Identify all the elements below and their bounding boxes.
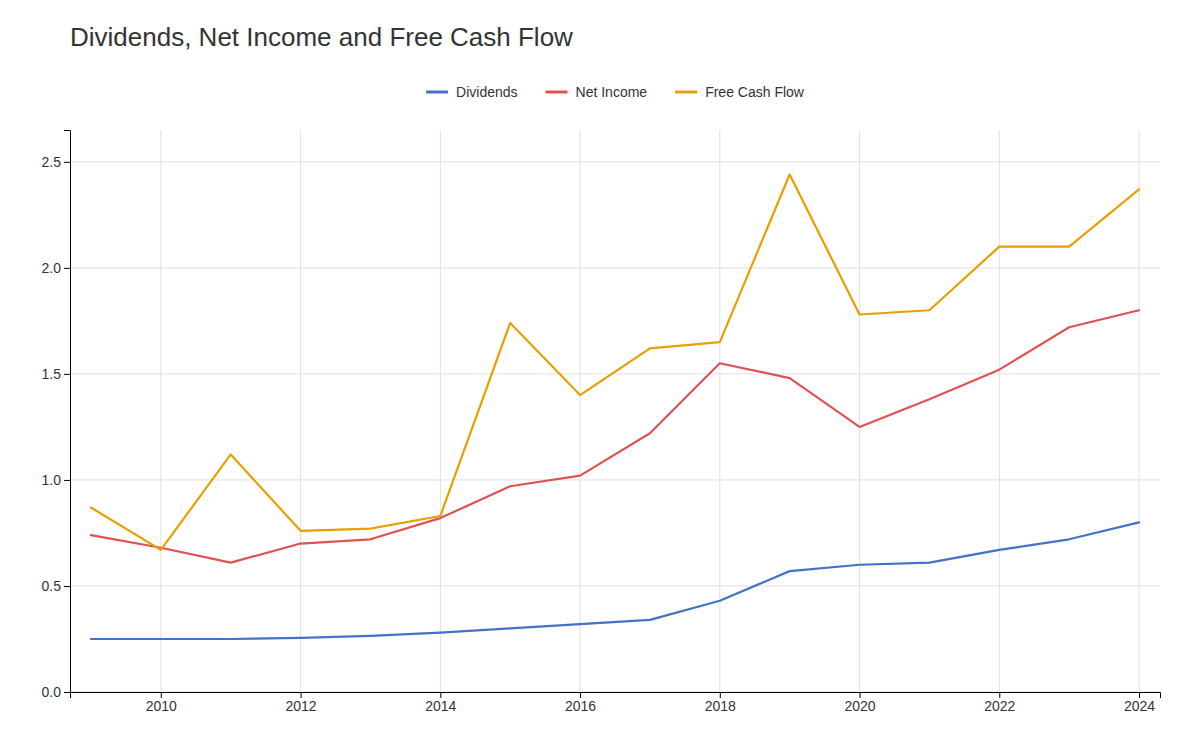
grid-line: [580, 130, 581, 692]
plot-area: 2010 2012 2014 2016 2018 2020 2022 2024 0.0 0.5 1.…: [42, 130, 1161, 714]
grid-line: [160, 130, 161, 692]
y-tick-label: 2.5: [42, 154, 62, 170]
x-tick-label: 2022: [984, 698, 1015, 714]
y-tick: 0.0: [42, 684, 70, 700]
y-tick-mark: [64, 374, 70, 375]
y-tick-label: 1.5: [42, 366, 62, 382]
grid-line: [300, 130, 301, 692]
x-tick: 2018: [705, 692, 736, 714]
legend-item: Free Cash Flow: [675, 84, 805, 100]
y-tick: 2.5: [42, 154, 70, 170]
series-line: [91, 522, 1139, 639]
y-tick-mark: [64, 162, 70, 163]
x-tick-label: 2010: [146, 698, 177, 714]
series-line: [91, 175, 1139, 550]
legend: Dividends Net Income Free Cash Flow: [426, 84, 805, 100]
grid-line: [719, 130, 720, 692]
legend-item: Dividends: [426, 84, 517, 100]
grid-line: [70, 479, 1160, 480]
x-axis: 2010 2012 2014 2016 2018 2020 2022 2024: [71, 692, 1161, 714]
y-tick-mark: [64, 480, 70, 481]
y-tick: 2.0: [42, 260, 70, 276]
x-tick-label: 2012: [285, 698, 316, 714]
grid-line: [70, 585, 1160, 586]
y-tick-label: 0.0: [42, 684, 62, 700]
legend-label: Net Income: [576, 84, 648, 100]
y-tick-label: 2.0: [42, 260, 62, 276]
chart-title: Dividends, Net Income and Free Cash Flow: [70, 22, 573, 52]
x-tick: 2022: [984, 692, 1015, 714]
y-tick: 1.5: [42, 366, 70, 382]
x-tick: 2012: [285, 692, 316, 714]
grid-line: [70, 267, 1160, 268]
x-tick-label: 2018: [705, 698, 736, 714]
legend-swatch: [546, 91, 568, 94]
x-tick-label: 2020: [844, 698, 875, 714]
grid-line: [70, 373, 1160, 374]
y-tick: 1.0: [42, 472, 70, 488]
y-axis: 0.0 0.5 1.0 1.5 2.0 2.5: [42, 131, 71, 700]
y-tick-mark: [64, 268, 70, 269]
x-tick-label: 2016: [565, 698, 596, 714]
grid-line: [859, 130, 860, 692]
x-tick: 2020: [844, 692, 875, 714]
legend-label: Dividends: [456, 84, 517, 100]
y-tick-mark: [64, 586, 70, 587]
grid-line: [70, 161, 1160, 162]
x-tick-label: 2024: [1124, 698, 1155, 714]
y-tick: 0.5: [42, 578, 70, 594]
legend-swatch: [426, 91, 448, 94]
grid: [70, 130, 1160, 692]
y-axis-line: [64, 131, 71, 693]
legend-item: Net Income: [546, 84, 648, 100]
x-tick: 2024: [1124, 692, 1155, 714]
x-tick: 2016: [565, 692, 596, 714]
legend-swatch: [675, 91, 697, 94]
series-group: [91, 175, 1139, 639]
legend-label: Free Cash Flow: [705, 84, 805, 100]
chart: 2010 2012 2014 2016 2018 2020 2022 2024 0.0 0.5 1.…: [0, 0, 1200, 742]
grid-line: [1139, 130, 1140, 692]
y-tick-label: 0.5: [42, 578, 62, 594]
grid-line: [440, 130, 441, 692]
series-line: [91, 310, 1139, 562]
x-tick-label: 2014: [425, 698, 456, 714]
grid-line: [999, 130, 1000, 692]
y-tick-label: 1.0: [42, 472, 62, 488]
x-tick: 2010: [146, 692, 177, 714]
y-tick-mark: [64, 692, 70, 693]
x-tick: 2014: [425, 692, 456, 714]
